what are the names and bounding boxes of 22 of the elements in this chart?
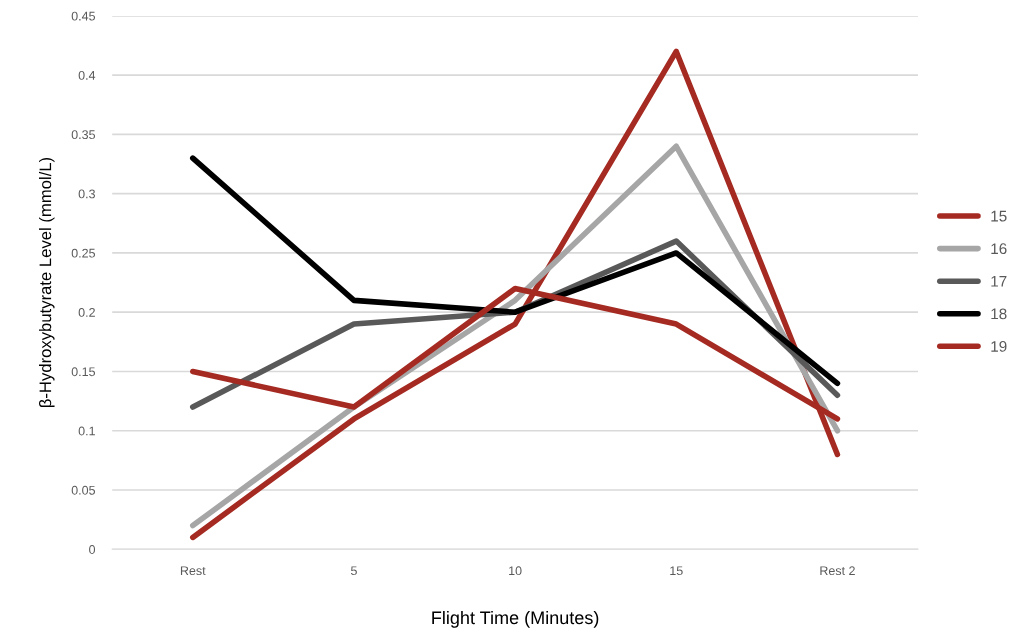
- y-tick-label: 0.05: [71, 485, 96, 495]
- y-tick-label: 0.4: [78, 70, 96, 80]
- legend-label: 16: [991, 243, 1007, 255]
- y-tick-label: 0.35: [71, 130, 96, 140]
- x-tick-label: 15: [670, 566, 683, 576]
- legend-label: 15: [991, 210, 1007, 222]
- x-tick-label: Rest 2: [820, 566, 855, 576]
- y-tick-label: 0: [89, 545, 96, 554]
- y-tick-label: 0.25: [71, 248, 96, 258]
- y-tick-label: 0.3: [78, 189, 95, 199]
- x-tick-label: Rest: [180, 566, 206, 576]
- legend-label: 19: [991, 341, 1007, 352]
- legend-label: 17: [991, 276, 1007, 287]
- y-tick-label: 0.15: [71, 367, 96, 377]
- y-axis-title: β-Hydroxybutyrate Level (mmol/L): [39, 157, 55, 408]
- x-tick-label: 5: [350, 566, 357, 576]
- y-tick-label: 0.2: [78, 308, 95, 317]
- y-tick-label: 0.45: [71, 11, 96, 21]
- x-tick-label: 10: [509, 566, 522, 576]
- y-tick-label: 0.1: [78, 426, 95, 436]
- x-axis-title: Flight Time (Minutes): [432, 610, 599, 628]
- legend-label: 18: [991, 308, 1007, 320]
